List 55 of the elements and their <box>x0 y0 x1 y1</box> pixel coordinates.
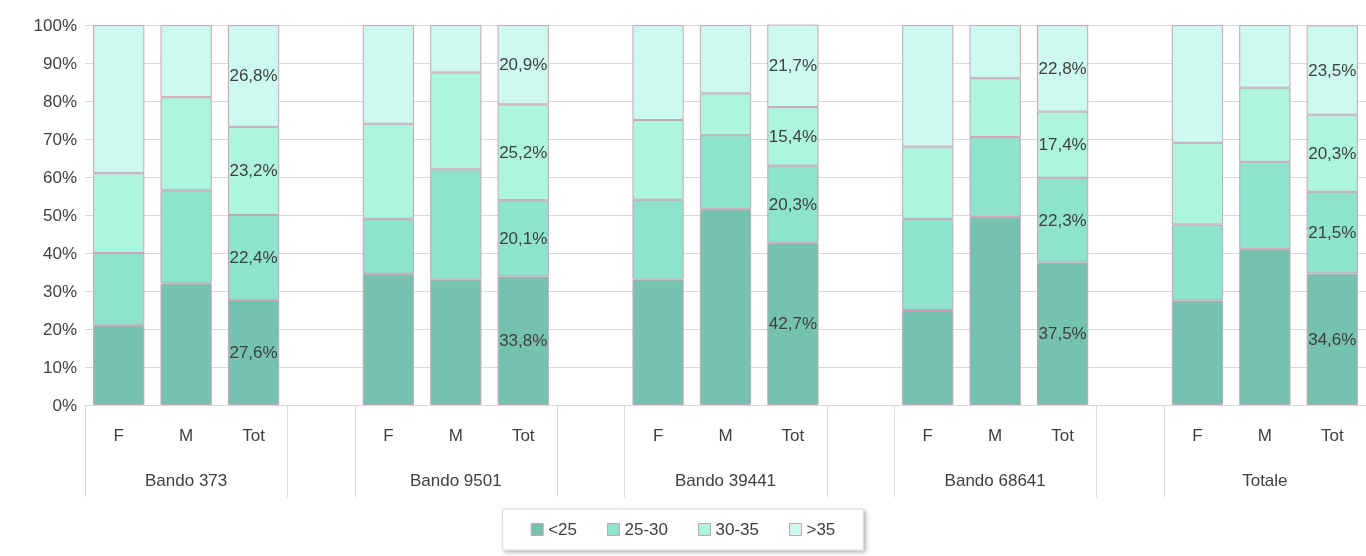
x-tick-label: M <box>1257 426 1272 445</box>
data-label: 21,5% <box>1308 223 1357 243</box>
x-tick-label: Tot <box>781 426 805 445</box>
y-tick-label: 20% <box>42 319 77 339</box>
y-tick-label: 50% <box>42 205 77 225</box>
text: Totale <box>1242 471 1288 491</box>
legend-label: 30-35 <box>715 520 759 539</box>
x-tick-label: M <box>718 426 733 445</box>
data-label: 34,6% <box>1308 329 1357 349</box>
data-label: 17,4% <box>1038 135 1087 155</box>
text: Bando 68641 <box>944 471 1046 491</box>
x-tick-label: Tot <box>1320 426 1344 445</box>
y-tick-label: 70% <box>42 129 77 149</box>
data-label: 33,8% <box>499 331 548 351</box>
data-label: 20,9% <box>499 55 548 75</box>
x-tick-label: M <box>179 426 194 445</box>
data-label: 37,5% <box>1038 324 1087 344</box>
data-label: 23,5% <box>1308 60 1357 80</box>
y-tick-label: 60% <box>42 167 77 187</box>
data-label: 22,3% <box>1038 210 1087 230</box>
legend-label: 25-30 <box>624 520 668 539</box>
data-label: 42,7% <box>768 314 818 334</box>
data-label: 22,4% <box>229 248 278 268</box>
x-tick-label: Tot <box>511 426 535 445</box>
data-label: 25,2% <box>499 142 548 162</box>
y-tick-label: 100% <box>33 15 77 35</box>
x-tick-label: F <box>113 426 124 445</box>
y-tick-label: 80% <box>42 91 77 111</box>
x-tick-label: F <box>922 426 933 445</box>
legend-label: >35 <box>806 520 836 539</box>
data-label: 26,8% <box>229 66 278 86</box>
data-label: 23,2% <box>229 161 278 181</box>
data-label: 22,8% <box>1038 58 1087 78</box>
data-label: 27,6% <box>229 343 278 363</box>
y-tick-label: 30% <box>42 281 77 301</box>
x-tick-label: M <box>988 426 1003 445</box>
y-tick-label: 0% <box>52 395 77 415</box>
text: Bando 9501 <box>409 471 502 491</box>
x-tick-label: F <box>1192 426 1203 445</box>
x-tick-label: M <box>448 426 463 445</box>
data-label: 21,7% <box>768 56 818 76</box>
x-tick-label: Tot <box>1051 426 1075 445</box>
data-label: 20,1% <box>499 228 548 248</box>
x-tick-label: F <box>652 426 664 445</box>
text: Bando 373 <box>145 471 228 491</box>
x-tick-label: F <box>383 426 394 445</box>
data-label: 20,3% <box>1308 143 1357 163</box>
y-tick-label: 10% <box>42 357 77 377</box>
data-label: 15,4% <box>768 126 818 146</box>
x-tick-label: Tot <box>242 426 266 445</box>
y-tick-label: 40% <box>42 243 77 263</box>
y-tick-label: 90% <box>42 53 77 73</box>
legend-label: <25 <box>548 520 578 539</box>
text: Bando 39441 <box>674 471 777 491</box>
data-label: 20,3% <box>768 194 818 214</box>
